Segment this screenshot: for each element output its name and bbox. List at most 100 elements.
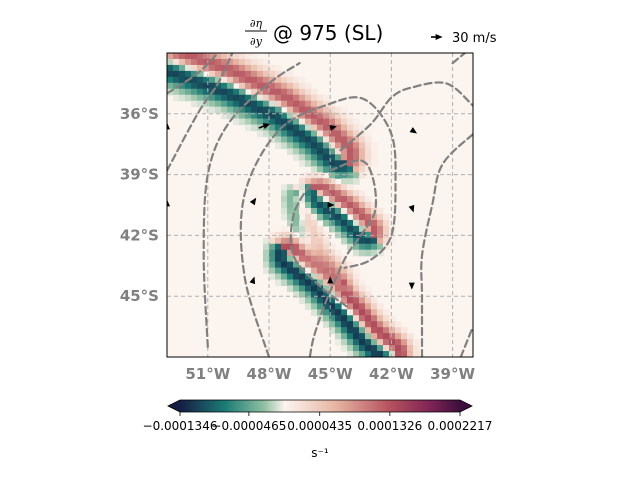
heat-cell bbox=[215, 100, 222, 108]
heat-cell bbox=[299, 273, 306, 281]
heat-cell bbox=[371, 237, 378, 245]
heat-cell bbox=[329, 154, 336, 161]
heat-cell bbox=[335, 339, 342, 346]
heat-cell bbox=[305, 118, 312, 126]
heat-cell bbox=[329, 148, 336, 155]
heat-cell bbox=[371, 219, 378, 227]
heat-cell bbox=[299, 130, 306, 138]
heat-cell bbox=[353, 196, 360, 203]
heat-cell bbox=[365, 142, 372, 149]
heat-cell bbox=[233, 88, 240, 96]
heat-cell bbox=[359, 207, 366, 215]
heat-cell bbox=[341, 154, 348, 161]
heat-cell bbox=[281, 82, 288, 90]
heat-cell bbox=[251, 124, 258, 132]
heat-cell bbox=[341, 166, 348, 173]
heat-cell bbox=[359, 243, 366, 251]
heat-cell bbox=[317, 213, 324, 221]
heat-cell bbox=[413, 345, 420, 352]
heat-cell bbox=[311, 207, 318, 215]
heat-cell bbox=[173, 82, 180, 90]
heat-cell bbox=[221, 76, 228, 84]
heat-cell bbox=[317, 243, 324, 251]
heat-cell bbox=[329, 112, 336, 120]
heat-cell bbox=[209, 53, 216, 60]
heat-cell bbox=[299, 178, 306, 185]
heat-cell bbox=[389, 351, 396, 357]
heat-cell bbox=[353, 213, 360, 221]
heat-cell bbox=[353, 339, 360, 346]
heat-cell bbox=[275, 249, 282, 257]
heat-cell bbox=[203, 106, 210, 114]
heat-cell bbox=[365, 291, 372, 298]
heat-cell bbox=[269, 88, 276, 96]
heat-cell bbox=[377, 243, 384, 251]
heat-cell bbox=[251, 106, 258, 114]
heat-cell bbox=[353, 190, 360, 197]
heat-cell bbox=[389, 315, 396, 322]
heat-cell bbox=[365, 213, 372, 221]
heat-cell bbox=[335, 255, 342, 263]
heat-cell bbox=[311, 118, 318, 126]
heat-cell bbox=[335, 225, 342, 233]
heat-cell bbox=[329, 190, 336, 197]
heat-cell bbox=[299, 100, 306, 108]
heat-cell bbox=[287, 213, 294, 221]
heat-cell bbox=[335, 148, 342, 155]
vector-head bbox=[408, 282, 415, 290]
heat-cell bbox=[359, 154, 366, 161]
heat-cell bbox=[281, 196, 288, 203]
vector-head bbox=[435, 34, 443, 40]
heat-cell bbox=[353, 291, 360, 298]
heat-cell bbox=[299, 160, 306, 167]
vector-head bbox=[167, 122, 170, 130]
heat-cell bbox=[347, 285, 354, 293]
heat-cell bbox=[335, 202, 342, 209]
heat-cell bbox=[299, 261, 306, 269]
heat-cell bbox=[239, 88, 246, 96]
lon-label: 45°W bbox=[308, 365, 353, 383]
heat-cell bbox=[383, 225, 390, 233]
heat-cell bbox=[323, 184, 330, 191]
heat-cell bbox=[203, 58, 210, 66]
heat-cell bbox=[275, 64, 282, 72]
heat-cell bbox=[257, 94, 264, 102]
heat-cell bbox=[305, 225, 312, 233]
heat-cell bbox=[305, 112, 312, 120]
heat-cell bbox=[311, 273, 318, 281]
heat-cell bbox=[245, 76, 252, 84]
heat-cell bbox=[215, 53, 222, 60]
heat-cell bbox=[269, 267, 276, 275]
lon-label: 48°W bbox=[247, 365, 292, 383]
heat-cell bbox=[269, 273, 276, 281]
heat-cell bbox=[329, 225, 336, 233]
heat-cell bbox=[341, 196, 348, 203]
heat-cell bbox=[167, 76, 174, 84]
heat-cell bbox=[245, 112, 252, 120]
heat-cell bbox=[269, 118, 276, 126]
heat-cell bbox=[185, 58, 192, 66]
heat-cell bbox=[251, 70, 258, 78]
heat-cell bbox=[197, 58, 204, 66]
heat-cell bbox=[353, 303, 360, 310]
heat-cell bbox=[281, 88, 288, 96]
vector-head bbox=[249, 197, 257, 206]
heat-cell bbox=[347, 166, 354, 173]
contour-line bbox=[289, 183, 348, 308]
heat-cell bbox=[383, 309, 390, 316]
heat-cell bbox=[371, 351, 378, 357]
heat-cell bbox=[311, 190, 318, 197]
heat-cell bbox=[299, 279, 306, 287]
heat-cell bbox=[341, 279, 348, 287]
heat-cell bbox=[329, 178, 336, 185]
heat-cell bbox=[359, 219, 366, 227]
heat-cell bbox=[353, 178, 360, 185]
heat-cell bbox=[311, 279, 318, 287]
wind-vector bbox=[329, 125, 337, 131]
heat-cell bbox=[269, 94, 276, 102]
heat-cell bbox=[359, 172, 366, 179]
heat-cell bbox=[353, 345, 360, 352]
heat-cell bbox=[287, 249, 294, 257]
heat-cell bbox=[341, 213, 348, 221]
heat-cell bbox=[341, 112, 348, 120]
